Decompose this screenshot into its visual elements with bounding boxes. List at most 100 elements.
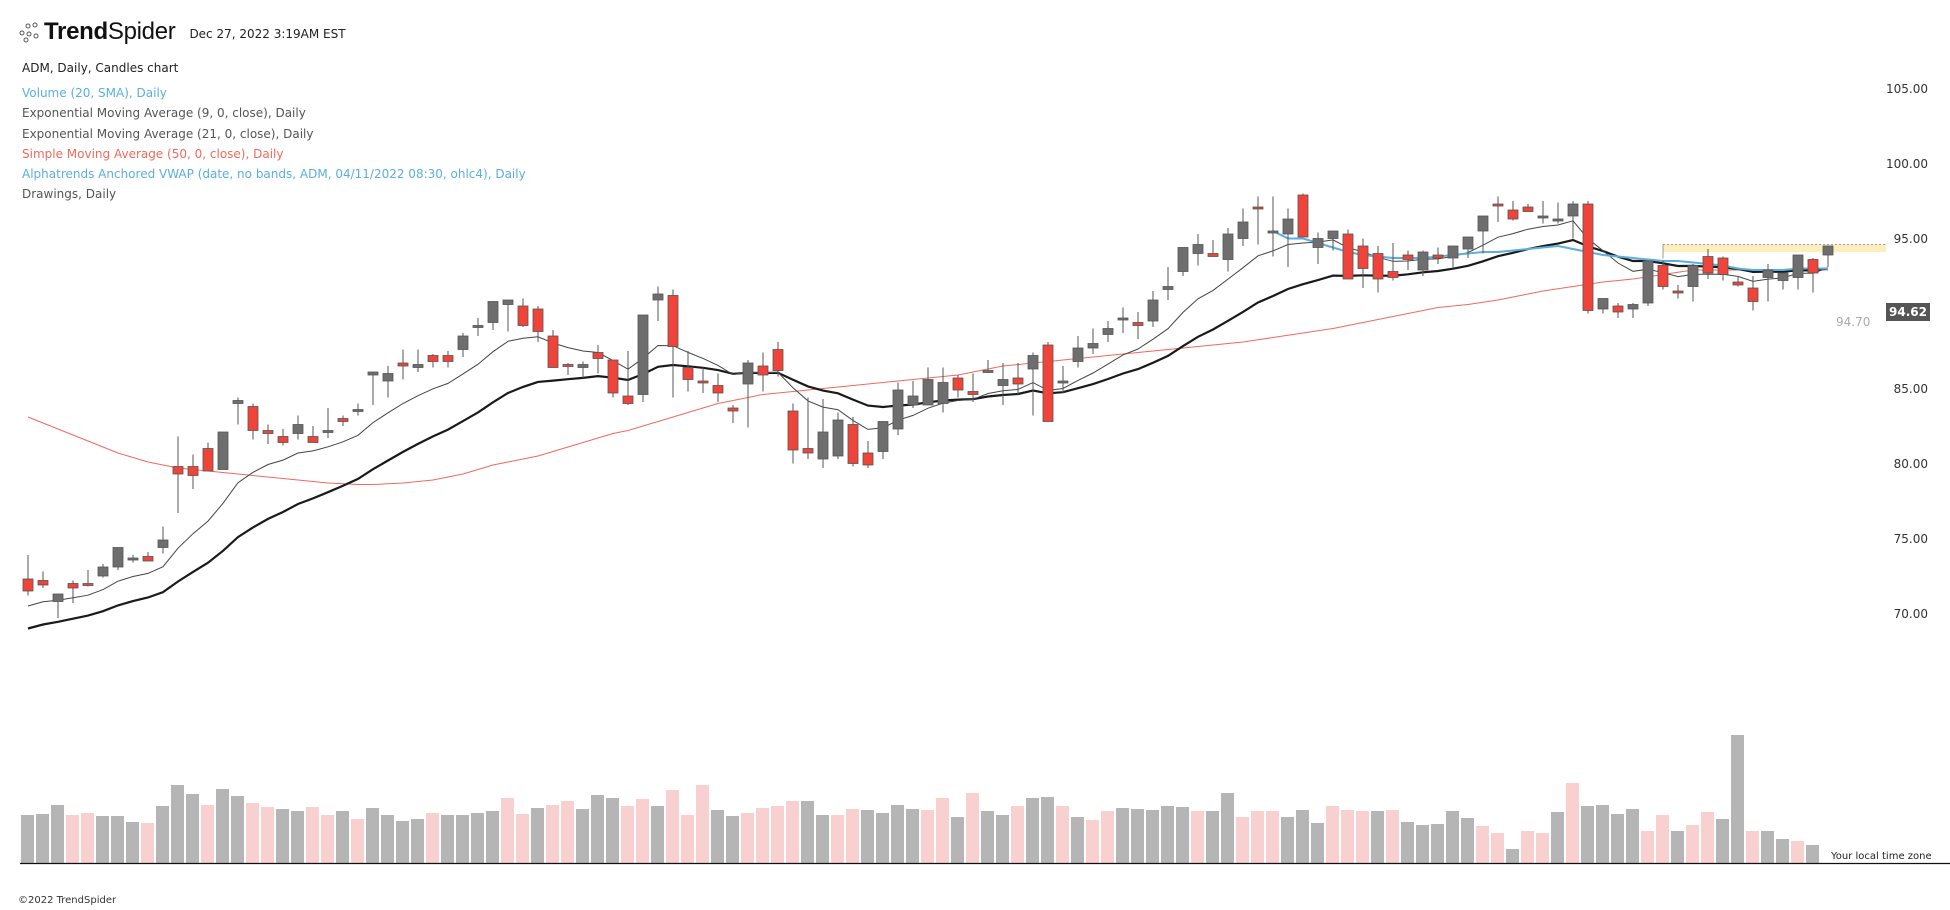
candle-body (247, 406, 259, 431)
candle-body (352, 409, 364, 412)
candle-body (847, 424, 859, 464)
volume-bar (876, 813, 889, 863)
volume-bar (1371, 811, 1384, 863)
volume-bar (321, 815, 334, 863)
candle-body (472, 325, 484, 328)
volume-bar (426, 813, 439, 863)
candle-body (757, 365, 769, 376)
legend-sma50[interactable]: Simple Moving Average (50, 0, close), Da… (22, 146, 284, 161)
candle-body (637, 314, 649, 395)
volume-bar (1761, 831, 1774, 863)
legend-main: ADM, Daily, Candles chart (22, 61, 179, 75)
volume-bar (396, 821, 409, 863)
volume-bar (576, 809, 589, 863)
volume-bar (471, 813, 484, 863)
volume-bar (1806, 845, 1819, 863)
volume-bar (1146, 810, 1159, 863)
volume-bar (486, 811, 499, 863)
volume-bar (1656, 815, 1669, 863)
volume-bar (171, 785, 184, 863)
legend-volume-sma[interactable]: Volume (20, SMA), Daily (22, 86, 167, 101)
candle-body (1777, 272, 1789, 281)
volume-bar (966, 793, 979, 863)
volume-bar (21, 815, 34, 863)
candle-body (1012, 377, 1024, 385)
candle-body (1132, 322, 1144, 326)
candle-body (442, 355, 454, 362)
candle-body (1327, 230, 1339, 239)
candle-body (1477, 215, 1489, 232)
legend-drawings[interactable]: Drawings, Daily (22, 187, 117, 202)
volume-bar (1026, 798, 1039, 863)
candle-body (1717, 257, 1729, 275)
candle-body (337, 418, 349, 422)
candle-body (187, 466, 199, 476)
candle-body (97, 566, 109, 577)
candle-body (712, 385, 724, 394)
candle-body (1267, 230, 1279, 234)
volume-bar (1071, 817, 1084, 863)
volume-bar (456, 815, 469, 863)
candle-body (1807, 259, 1819, 274)
volume-bar (1731, 735, 1744, 863)
volume-bar (1266, 811, 1279, 863)
volume-bar (1461, 818, 1474, 863)
candle-body (1627, 304, 1639, 310)
volume-bar (531, 808, 544, 863)
volume-bar (1056, 806, 1069, 863)
candle-body (82, 583, 94, 586)
candle-body (1417, 251, 1429, 271)
volume-bar (846, 809, 859, 863)
volume-bar (1551, 812, 1564, 863)
volume-bar (1581, 806, 1594, 863)
candle-body (412, 364, 424, 368)
brand-light: Spider (107, 18, 176, 45)
volume-bar (621, 806, 634, 863)
volume-bar (306, 807, 319, 863)
volume-bar (981, 811, 994, 863)
volume-bar (1221, 793, 1234, 863)
brand: TrendSpider (44, 18, 176, 46)
volume-bar (891, 805, 904, 863)
volume-bar (351, 819, 364, 863)
volume-bar (651, 806, 664, 863)
volume-bar (1356, 811, 1369, 863)
last-price-badge: 94.62 (1886, 303, 1930, 321)
candle-body (1312, 238, 1324, 248)
candle-body (1447, 245, 1459, 259)
candle-body (1687, 265, 1699, 287)
legend-ema9[interactable]: Exponential Moving Average (9, 0, close)… (22, 106, 306, 121)
candle-body (832, 419, 844, 457)
candle-body (1432, 254, 1444, 259)
volume-bar (1341, 810, 1354, 863)
legend-anchored-vwap[interactable]: Alphatrends Anchored VWAP (date, no band… (22, 167, 526, 182)
candle-body (1507, 209, 1519, 220)
timezone-note: Your local time zone (1831, 851, 1932, 862)
volume-bar (246, 803, 259, 863)
volume-bar (756, 808, 769, 863)
volume-bar (726, 816, 739, 863)
candle-body (487, 301, 499, 323)
volume-bar (1116, 808, 1129, 863)
volume-bar (951, 817, 964, 863)
candle-body (37, 580, 49, 586)
candle-body (172, 466, 184, 475)
volume-bar (906, 809, 919, 863)
candle-body (397, 362, 409, 367)
volume-bar (291, 811, 304, 863)
legend-ema21[interactable]: Exponential Moving Average (21, 0, close… (22, 126, 314, 141)
candle-body (1492, 203, 1504, 207)
volume-bar (231, 796, 244, 863)
candle-body (457, 335, 469, 350)
zone-price-label: 94.70 (1836, 315, 1871, 329)
ema9-line (27, 220, 1829, 607)
candle-body (652, 293, 664, 301)
volume-bar (36, 814, 49, 863)
candle-body (1597, 298, 1609, 310)
candle-body (277, 436, 289, 443)
volume-bar (861, 810, 874, 863)
candle-body (967, 391, 979, 395)
volume-bar (501, 798, 514, 863)
volume-bar (1446, 811, 1459, 863)
